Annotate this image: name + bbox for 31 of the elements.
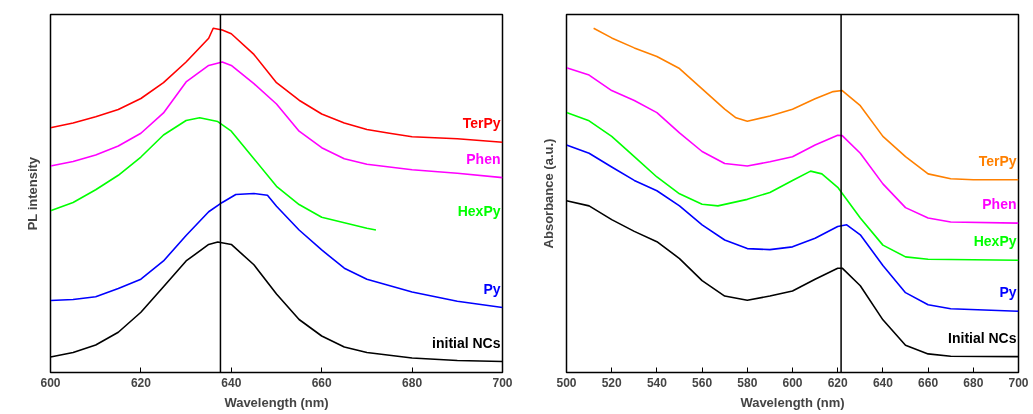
series-label: Initial NCs — [948, 329, 1017, 346]
x-tick-label: 600 — [782, 375, 803, 390]
x-tick-label: 560 — [692, 375, 713, 390]
series-label: initial NCs — [432, 334, 501, 351]
x-axis-title: Wavelength (nm) — [224, 394, 329, 410]
y-axis-title: Absorbance (a.u.) — [540, 138, 556, 249]
y-axis-title: PL intensity — [24, 156, 40, 231]
x-tick-label: 500 — [556, 375, 577, 390]
series-label: TerPy — [978, 152, 1017, 169]
x-tick-label: 640 — [872, 375, 894, 390]
x-tick-label: 680 — [963, 375, 984, 390]
x-tick-label: 620 — [827, 375, 849, 390]
series-label: Py — [999, 284, 1017, 301]
x-tick-label: 540 — [646, 375, 668, 390]
series-label: Py — [483, 280, 501, 297]
x-tick-label: 640 — [221, 375, 242, 390]
text: HexPy — [457, 203, 501, 220]
x-tick-label: 580 — [737, 375, 758, 390]
x-tick-label: 600 — [40, 375, 61, 390]
series-label: Phen — [466, 150, 501, 167]
x-tick-label: 660 — [918, 375, 939, 390]
x-tick-label: 680 — [402, 375, 423, 390]
series-label: HexPy — [973, 233, 1017, 250]
x-tick-label: 620 — [130, 375, 152, 390]
series-label: TerPy — [462, 115, 501, 132]
series-label: Phen — [982, 196, 1017, 213]
x-tick-label: 700 — [1008, 375, 1029, 390]
x-tick-label: 700 — [492, 375, 513, 390]
x-axis-title: Wavelength (nm) — [740, 394, 845, 410]
x-tick-label: 660 — [311, 375, 333, 390]
x-tick-label: 520 — [601, 375, 623, 390]
